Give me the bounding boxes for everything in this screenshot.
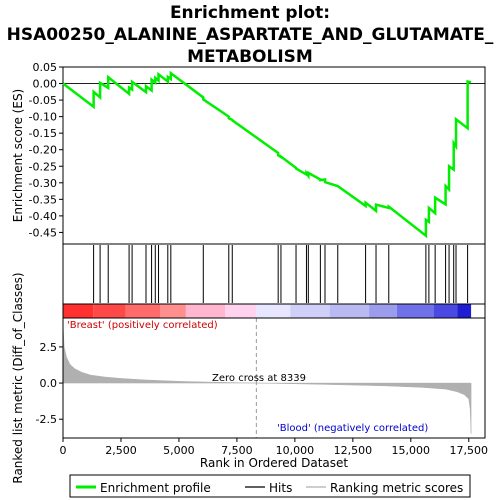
metric-y-axis-label: Ranked list metric (Diff_of_Classes)	[11, 272, 25, 483]
x-tick-label: 15,000	[392, 444, 431, 457]
metric-area	[62, 322, 472, 434]
heat-bar-segments	[63, 304, 472, 318]
metric-tick-label: 2.5	[40, 341, 58, 354]
es-tick-label: -0.40	[29, 210, 57, 223]
es-axis-ticks: 0.05 0.00 -0.05 -0.10 -0.15 -0.20 -0.25 -0.30 -0…	[29, 61, 63, 239]
es-tick-label: -0.45	[29, 226, 57, 239]
x-tick-label: 10,000	[276, 444, 315, 457]
legend-metric-label: Ranking metric scores	[330, 481, 463, 495]
heat-segment	[290, 304, 330, 318]
positive-class-label: 'Breast' (positively correlated)	[67, 320, 218, 331]
hits-panel-frame	[62, 243, 486, 305]
metric-panel: 2.5 0.0 -2.5 'Breast' (positively correlat…	[36, 317, 486, 439]
heat-segment	[433, 304, 458, 318]
es-tick-label: -0.25	[29, 160, 57, 173]
x-tick-label: 0	[60, 444, 67, 457]
legend-hits-label: Hits	[269, 481, 292, 495]
es-tick-label: -0.15	[29, 127, 57, 140]
heat-segment	[329, 304, 370, 318]
legend-es-label: Enrichment profile	[100, 481, 211, 495]
x-tick-label: 2,500	[105, 444, 137, 457]
es-tick-label: -0.20	[29, 144, 57, 157]
es-tick-label: 0.00	[33, 78, 58, 91]
es-panel-frame	[62, 66, 486, 245]
x-tick-label: 5,000	[163, 444, 195, 457]
es-panel: 0.05 0.00 -0.05 -0.10 -0.15 -0.20 -0.25 -0.30 -0…	[29, 61, 486, 245]
legend: Enrichment profile Hits Ranking metric s…	[69, 474, 471, 498]
chart-title-line-1: Enrichment plot:	[170, 3, 330, 23]
negative-class-label: 'Blood' (negatively correlated)	[277, 423, 428, 434]
hit-lines	[93, 245, 469, 303]
heat-segment	[93, 304, 126, 318]
metric-tick-label: -2.5	[36, 413, 57, 426]
metric-panel-frame	[62, 317, 486, 439]
heat-bar	[62, 303, 486, 319]
heat-segment	[225, 304, 257, 318]
heat-segment	[256, 304, 291, 318]
x-axis-ticks: 0 2,500 5,000 7,500 10,000 12,500 15,000 17,500	[60, 438, 489, 457]
x-axis-label: Rank in Ordered Dataset	[200, 456, 348, 470]
hits-panel	[62, 243, 486, 305]
heat-segment	[396, 304, 434, 318]
es-line	[62, 70, 472, 239]
heat-segment	[125, 304, 161, 318]
es-tick-label: -0.35	[29, 193, 57, 206]
x-tick-label: 17,500	[450, 444, 489, 457]
es-tick-label: -0.05	[29, 94, 57, 107]
es-y-axis-label: Enrichment score (ES)	[11, 89, 25, 222]
heat-segment	[185, 304, 226, 318]
legend-box	[69, 474, 471, 498]
zero-cross-label: Zero cross at 8339	[212, 373, 306, 384]
heat-segment	[63, 304, 94, 318]
es-tick-label: -0.10	[29, 111, 57, 124]
es-tick-label: 0.05	[33, 61, 58, 74]
chart-title-line-2: HSA00250_ALANINE_ASPARTATE_AND_GLUTAMATE…	[7, 25, 494, 45]
heat-segment	[160, 304, 186, 318]
metric-tick-label: 0.0	[40, 377, 58, 390]
x-tick-label: 12,500	[334, 444, 373, 457]
metric-axis-ticks: 2.5 0.0 -2.5	[36, 341, 63, 426]
heat-segment	[369, 304, 397, 318]
es-tick-label: -0.30	[29, 177, 57, 190]
chart-title-line-3: METABOLISM	[187, 47, 313, 67]
x-tick-label: 7,500	[221, 444, 253, 457]
heat-segment	[457, 304, 472, 318]
